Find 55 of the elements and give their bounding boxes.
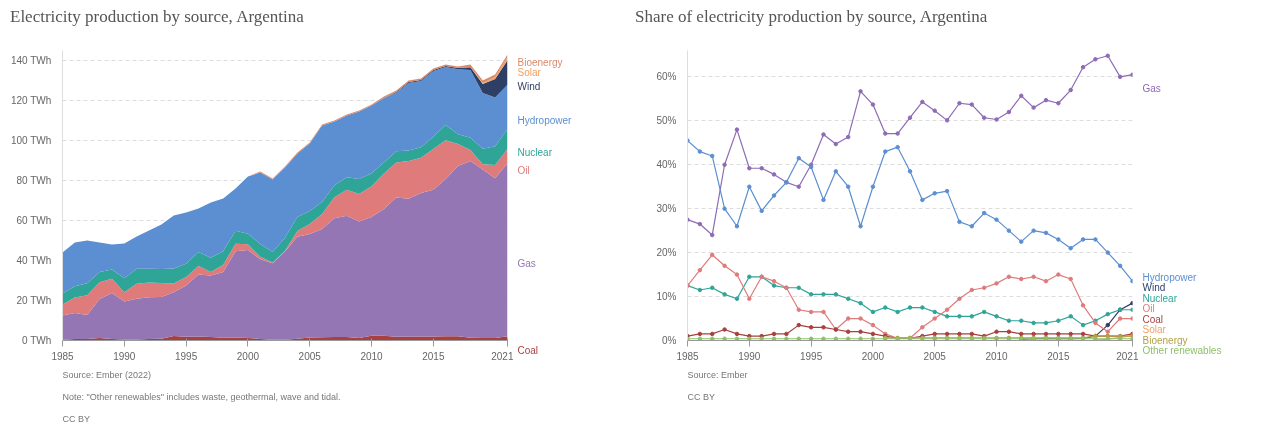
x-tick-label: 2000 bbox=[236, 350, 260, 362]
x-tick-label: 1990 bbox=[113, 350, 136, 362]
x-tick-label: 1995 bbox=[174, 350, 198, 362]
y-tick-label: 10% bbox=[656, 291, 677, 303]
x-tick-label: 2005 bbox=[298, 350, 322, 362]
text: Note: "Other renewables" includes waste, geothermal, wave and tidal. bbox=[62, 391, 341, 402]
series-label: Coal bbox=[1142, 313, 1164, 325]
series-label: Wind bbox=[517, 81, 541, 93]
series-label: Nuclear bbox=[1142, 292, 1178, 304]
source-note: Source: Ember bbox=[687, 369, 748, 380]
y-tick-label: 60 TWh bbox=[16, 215, 52, 227]
y-tick-label: 0 TWh bbox=[22, 335, 52, 347]
text: CC BY bbox=[687, 391, 716, 402]
x-tick-label: 1995 bbox=[799, 350, 823, 362]
x-tick-label: 1985 bbox=[676, 350, 700, 362]
source-note: Source: Ember (2022) bbox=[62, 369, 152, 380]
y-tick-label: 30% bbox=[656, 203, 677, 215]
series-label: Oil bbox=[1142, 303, 1155, 315]
y-tick-label: 40 TWh bbox=[16, 255, 52, 267]
series-label: Hydropower bbox=[517, 115, 573, 127]
x-tick-label: 2021 bbox=[1116, 350, 1139, 362]
series-label: Nuclear bbox=[517, 147, 553, 159]
series-label: Other renewables bbox=[1142, 345, 1222, 357]
x-tick-label: 1990 bbox=[738, 350, 761, 362]
x-tick-label: 2000 bbox=[861, 350, 885, 362]
y-tick-label: 140 TWh bbox=[10, 55, 52, 67]
x-tick-label: 1985 bbox=[51, 350, 75, 362]
series-label: Bioenergy bbox=[517, 56, 563, 68]
chart-title: Share of electricity production by source, Argentina bbox=[635, 6, 988, 28]
chart-title: Electricity production by source, Argentina bbox=[10, 6, 304, 28]
series-label: Gas bbox=[1142, 83, 1161, 95]
x-tick-label: 2010 bbox=[360, 350, 384, 362]
x-tick-label: 2005 bbox=[923, 350, 947, 362]
series-label: Hydropower bbox=[1142, 271, 1198, 283]
series-label: Wind bbox=[1142, 282, 1166, 294]
series-label: Bioenergy bbox=[1142, 334, 1188, 346]
series-label: Gas bbox=[517, 258, 536, 270]
text: CC BY bbox=[62, 413, 91, 424]
series-label: Solar bbox=[517, 67, 542, 79]
y-tick-label: 50% bbox=[656, 115, 677, 127]
series-label: Solar bbox=[1142, 324, 1167, 336]
y-tick-label: 40% bbox=[656, 159, 677, 171]
y-tick-label: 20% bbox=[656, 247, 677, 259]
y-tick-label: 60% bbox=[656, 71, 677, 83]
x-tick-label: 2021 bbox=[491, 350, 514, 362]
y-tick-label: 20 TWh bbox=[16, 295, 52, 307]
x-tick-label: 2015 bbox=[1047, 350, 1070, 362]
y-tick-label: 120 TWh bbox=[10, 95, 52, 107]
series-label: Coal bbox=[517, 345, 539, 357]
y-tick-label: 100 TWh bbox=[10, 135, 52, 147]
x-tick-label: 2010 bbox=[985, 350, 1009, 362]
x-tick-label: 2015 bbox=[422, 350, 445, 362]
y-tick-label: 80 TWh bbox=[16, 175, 52, 187]
series-label: Oil bbox=[517, 164, 530, 176]
y-tick-label: 0% bbox=[662, 335, 677, 347]
